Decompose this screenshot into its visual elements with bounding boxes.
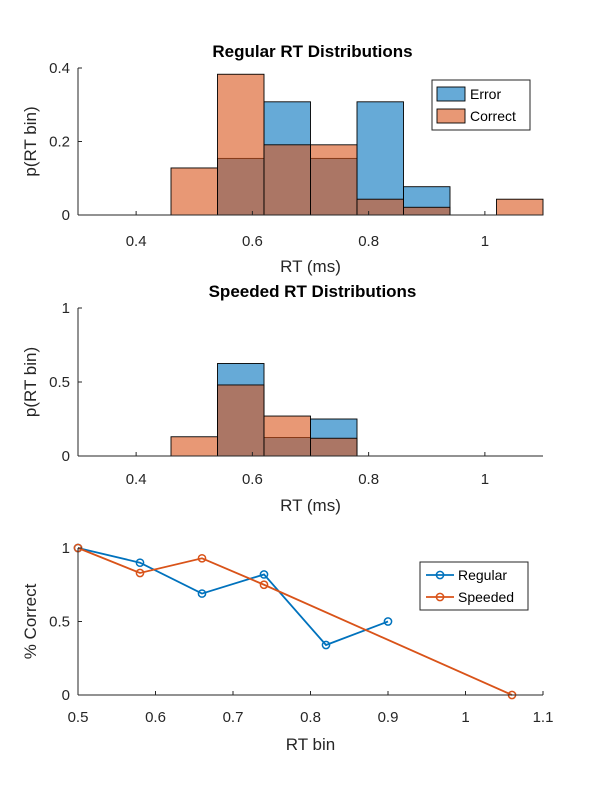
y-tick-label: 0.5 xyxy=(49,614,70,631)
y-tick-label: 0 xyxy=(62,207,70,224)
bar xyxy=(217,73,265,216)
y-axis-label: % Correct xyxy=(21,583,40,659)
data-point xyxy=(197,553,207,563)
legend-box xyxy=(419,561,529,611)
x-tick-label: 0.8 xyxy=(300,709,321,726)
series-correct xyxy=(170,73,544,216)
line-panel: 0.5 0.6 0.7 0.8 0.9 1 1.1 0 0.5 1 RT bin % Correct R… xyxy=(21,540,553,754)
bar xyxy=(356,101,404,216)
legend-marker xyxy=(435,570,445,580)
y-axis-label: p(RT bin) xyxy=(21,106,40,176)
x-tick-label: 0.9 xyxy=(378,709,399,726)
x-tick-label: 0.4 xyxy=(126,471,147,488)
series-line xyxy=(77,547,389,647)
series-correct xyxy=(170,384,358,457)
legend: Error Correct xyxy=(431,79,531,131)
legend-label: Error xyxy=(470,86,501,102)
legend-swatch xyxy=(436,108,466,124)
y-tick-label: 1 xyxy=(62,300,70,317)
x-tick-label: 0.8 xyxy=(358,233,379,250)
bar xyxy=(403,206,451,216)
data-point xyxy=(259,580,269,590)
legend-marker xyxy=(435,592,445,602)
x-tick-label: 0.5 xyxy=(68,709,89,726)
bar xyxy=(263,144,311,216)
histogram-panel-1: 0.4 0.6 0.8 1 0 0.2 0.4 RT (ms) p(RT bin) Regular… xyxy=(21,42,544,276)
y-tick-label: 0.5 xyxy=(49,374,70,391)
bar xyxy=(496,198,544,216)
legend-label: Speeded xyxy=(458,589,514,605)
x-axis-label: RT bin xyxy=(286,735,335,754)
x-tick-label: 1 xyxy=(481,471,489,488)
x-tick-label: 1 xyxy=(481,233,489,250)
x-tick-label: 0.4 xyxy=(126,233,147,250)
bar xyxy=(310,144,358,216)
y-tick-label: 0.4 xyxy=(49,60,70,77)
y-tick-label: 1 xyxy=(62,540,70,557)
bar xyxy=(356,198,404,216)
series-regular xyxy=(73,543,393,650)
legend-label: Regular xyxy=(458,567,507,583)
histogram-panel-2: 0.4 0.6 0.8 1 0 0.5 1 RT (ms) p(RT bin) Speeded R… xyxy=(21,282,543,515)
y-tick-label: 0.2 xyxy=(49,134,70,151)
legend-label: Correct xyxy=(470,108,516,124)
y-axis-label: p(RT bin) xyxy=(21,347,40,417)
x-tick-label: 1.1 xyxy=(533,709,554,726)
legend: Regular Speeded xyxy=(419,561,529,611)
bar xyxy=(170,167,218,216)
chart-title: Regular RT Distributions xyxy=(212,42,412,61)
y-tick-label: 0 xyxy=(62,687,70,704)
data-point xyxy=(321,640,331,650)
x-axis-label: RT (ms) xyxy=(280,496,341,515)
chart-title: Speeded RT Distributions xyxy=(209,282,417,301)
y-tick-label: 0 xyxy=(62,448,70,465)
bar xyxy=(170,436,218,457)
data-point xyxy=(135,558,145,568)
data-point xyxy=(259,570,269,579)
bar xyxy=(310,437,358,457)
x-axis-label: RT (ms) xyxy=(280,257,341,276)
x-tick-label: 1 xyxy=(461,709,469,726)
x-tick-label: 0.6 xyxy=(242,471,263,488)
bar xyxy=(263,415,311,457)
legend-swatch xyxy=(436,86,466,102)
series-line xyxy=(77,547,513,696)
data-point xyxy=(135,568,145,578)
x-tick-label: 0.8 xyxy=(358,471,379,488)
data-point xyxy=(383,617,393,626)
bar xyxy=(217,384,265,457)
x-tick-label: 0.6 xyxy=(145,709,166,726)
x-tick-label: 0.6 xyxy=(242,233,263,250)
series-speeded xyxy=(73,543,517,700)
x-tick-label: 0.7 xyxy=(223,709,244,726)
data-point xyxy=(197,589,207,598)
